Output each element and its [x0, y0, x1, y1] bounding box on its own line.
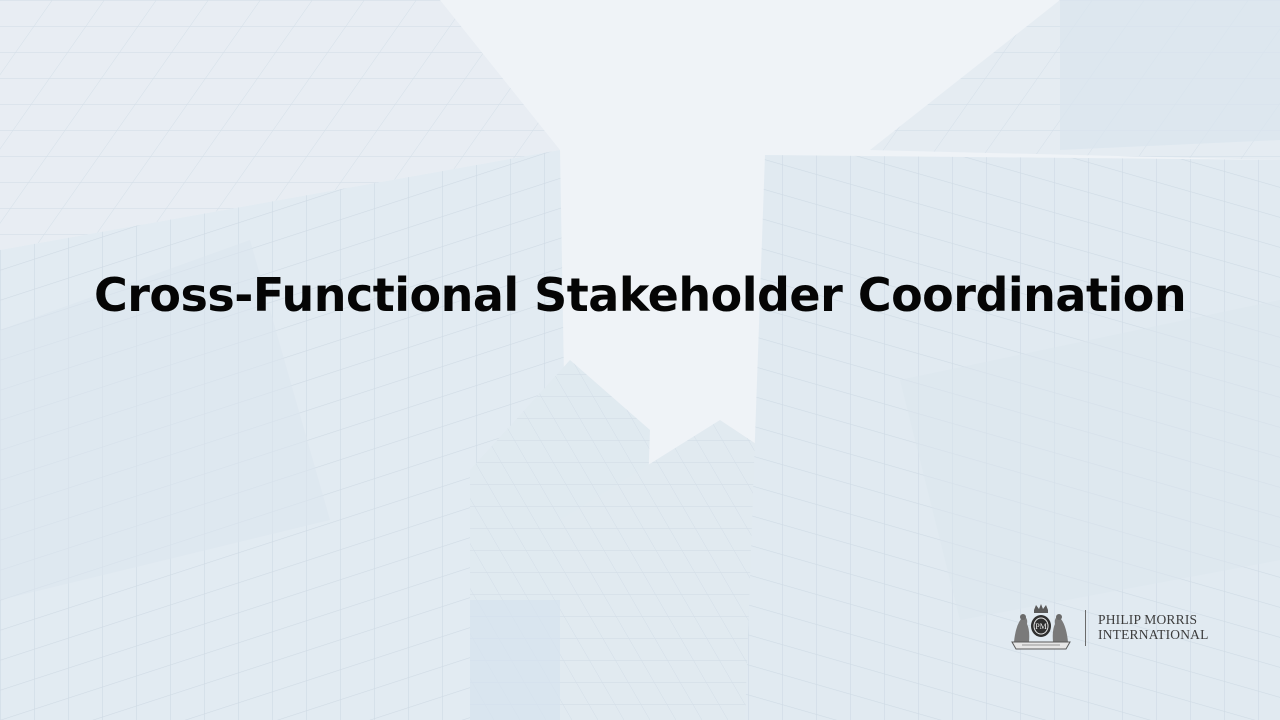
pmi-crest-icon: PM	[1011, 604, 1071, 650]
logo-line-1: PHILIP MORRIS	[1098, 612, 1198, 627]
slide-title: Cross-Functional Stakeholder Coordinatio…	[93, 268, 1187, 322]
svg-text:PM: PM	[1035, 622, 1047, 631]
logo-divider	[1085, 610, 1086, 646]
logo-line-2: INTERNATIONAL	[1098, 627, 1209, 642]
logo-wordmark: PHILIP MORRIS INTERNATIONAL	[1098, 612, 1209, 642]
company-logo: PM PHILIP MORRIS INTERNATIONAL	[1008, 602, 1218, 654]
